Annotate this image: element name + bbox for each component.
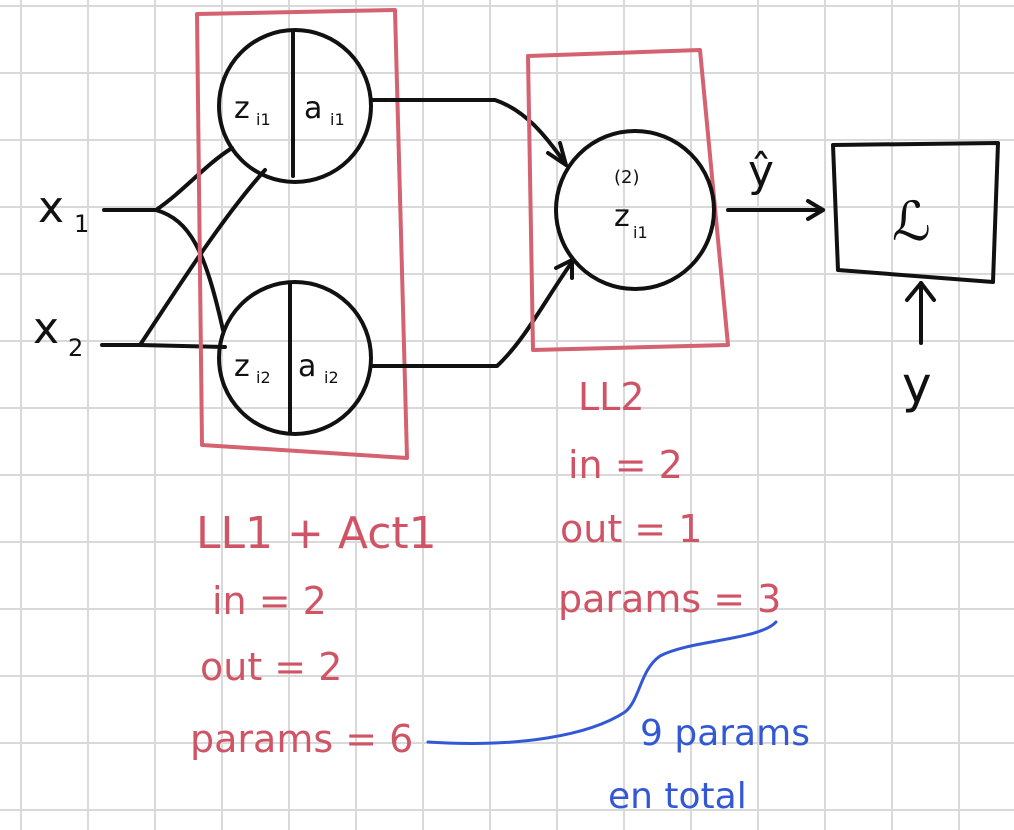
y-label: y [902, 356, 932, 414]
total-brace [426, 620, 778, 745]
layer1-box [195, 8, 409, 460]
loss-box: ℒ [831, 141, 1000, 284]
wire-x1-to-n1 [154, 146, 234, 212]
layer2-annotations: LL2 in = 2 out = 1 params = 3 [558, 375, 781, 621]
arrowhead-y-to-loss [905, 281, 936, 302]
total-summary: 9 params en total [608, 713, 810, 817]
loss-symbol: ℒ [892, 190, 931, 253]
wire-x2-to-n1 [138, 168, 267, 347]
neuron-1-a: a [304, 91, 322, 126]
wire-x1-to-n2 [154, 208, 225, 332]
neuron-2-a: a [298, 349, 316, 384]
neuron-2-z: z [234, 349, 250, 384]
y-hat-label: ŷ [748, 146, 774, 197]
loss-box-outline [831, 141, 1000, 284]
layer2-params: params = 3 [558, 577, 781, 621]
total-line-2: en total [608, 776, 747, 817]
neuron-1-z: z [234, 91, 250, 126]
neuron-2-circle [217, 280, 373, 436]
neuron-2-z-sub: i2 [256, 368, 271, 387]
layer2-in: in = 2 [568, 443, 683, 487]
input-x1: x 1 [38, 182, 89, 238]
neuron-1-circle [217, 28, 373, 184]
total-line-1: 9 params [640, 713, 810, 754]
layer2-neuron-z-sub: i1 [633, 223, 648, 242]
layer2-neuron-circle [554, 129, 716, 291]
layer1-neuron-2: z i2 a i2 [217, 280, 373, 436]
arrowhead-output-to-loss [806, 199, 825, 221]
layer1-in: in = 2 [212, 579, 327, 623]
layer1-out: out = 2 [200, 645, 342, 689]
layer2-neuron: (2) z i1 [554, 129, 716, 291]
input-x1-subscript: 1 [74, 210, 89, 238]
layer2-title: LL2 [578, 375, 645, 419]
layer1-params: params = 6 [190, 717, 413, 761]
layer1-neuron-1: z i1 a i1 [217, 28, 373, 184]
neuron-1-z-sub: i1 [256, 110, 271, 129]
neuron-2-a-sub: i2 [324, 368, 339, 387]
layer2-out: out = 1 [560, 507, 702, 551]
input-x1-label: x [38, 182, 64, 233]
wire-x2-to-n2 [138, 343, 227, 349]
input-x2-label: x [33, 303, 59, 354]
input-x2: x 2 [33, 303, 83, 362]
layer2-neuron-z: z [614, 199, 630, 234]
layer1-title: LL1 + Act1 [196, 508, 437, 559]
layer1-annotations: LL1 + Act1 in = 2 out = 2 params = 6 [190, 508, 437, 761]
arrowhead-n1-to-output [546, 141, 568, 167]
neuron-1-a-sub: i1 [330, 110, 345, 129]
layer2-neuron-superscript: (2) [614, 167, 640, 188]
layer2-box [526, 48, 730, 352]
input-x2-subscript: 2 [68, 334, 83, 362]
